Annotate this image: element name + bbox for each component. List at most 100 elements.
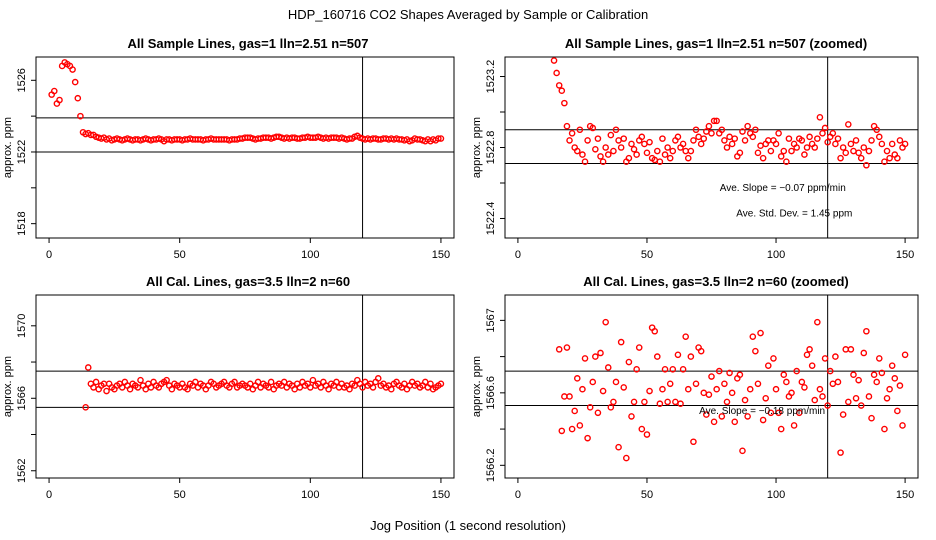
data-point: [651, 327, 659, 335]
x-tick-label: 50: [174, 249, 186, 261]
data-point: [757, 329, 764, 337]
y-tick-label: 1566: [16, 386, 28, 410]
panel-title: All Cal. Lines, gas=3.5 lln=2 n=60 (zoom…: [583, 274, 849, 289]
data-point: [801, 151, 808, 158]
data-point: [741, 396, 749, 404]
data-point: [677, 400, 684, 408]
data-point: [56, 96, 63, 104]
data-point: [728, 140, 736, 148]
y-axis-label: approx. ppm: [2, 356, 14, 417]
data-point: [561, 393, 568, 400]
y-tick-label: 1518: [16, 211, 28, 235]
data-point: [863, 161, 870, 169]
data-point: [602, 144, 609, 151]
data-point: [163, 376, 170, 384]
data-point: [894, 154, 901, 162]
data-point: [721, 137, 728, 144]
data-point: [713, 117, 720, 125]
x-tick-label: 50: [641, 249, 653, 261]
data-point: [687, 353, 695, 360]
data-point: [718, 126, 726, 134]
data-point: [594, 135, 602, 142]
annotation: Ave. Std. Dev. = 1.45 ppm: [736, 208, 852, 219]
data-point: [860, 349, 868, 357]
data-point: [816, 114, 824, 121]
data-point: [834, 378, 842, 386]
data-point: [731, 135, 739, 142]
data-point: [589, 378, 597, 386]
data-point: [757, 142, 764, 150]
data-point: [901, 140, 909, 148]
plot-frame: [35, 294, 455, 479]
data-point: [811, 144, 819, 151]
data-point: [728, 389, 736, 397]
data-point: [788, 389, 795, 397]
data-point: [684, 154, 692, 162]
data-point: [597, 349, 604, 357]
data-point: [847, 140, 855, 148]
data-point: [594, 409, 602, 417]
data-point: [736, 149, 744, 157]
data-point: [369, 384, 377, 391]
data-point: [584, 434, 591, 442]
data-point: [819, 130, 826, 137]
x-tick-label: 50: [641, 489, 653, 501]
data-point: [752, 347, 759, 355]
plot-frame: [504, 56, 919, 239]
data-point: [646, 138, 653, 146]
x-tick-label: 150: [432, 249, 450, 261]
x-tick-label: 150: [432, 489, 450, 501]
data-point: [793, 367, 800, 375]
data-point: [888, 140, 896, 148]
data-point: [814, 135, 821, 142]
data-point: [697, 347, 705, 355]
data-point: [896, 382, 904, 389]
data-point: [168, 385, 176, 393]
data-point: [625, 154, 633, 162]
data-point: [798, 137, 806, 144]
data-point: [865, 393, 873, 400]
data-point: [558, 427, 566, 435]
data-point: [744, 413, 751, 420]
data-point: [842, 346, 850, 353]
data-point: [759, 154, 767, 162]
y-tick-label: 1523.2: [485, 60, 497, 94]
data-point: [767, 409, 775, 417]
x-tick-label: 150: [896, 249, 914, 261]
data-point: [633, 365, 640, 373]
data-point: [692, 126, 700, 134]
x-tick-label: 100: [301, 489, 319, 501]
annotation: Ave. Slope = −0.07 ppm/min: [720, 183, 846, 194]
data-point: [566, 393, 573, 400]
data-point: [873, 378, 881, 386]
data-point: [881, 158, 888, 165]
data-point: [661, 365, 669, 373]
data-point: [875, 355, 883, 362]
data-point: [550, 57, 558, 64]
data-point: [620, 135, 628, 142]
data-point: [69, 66, 76, 73]
data-point: [579, 151, 586, 158]
data-point: [589, 124, 597, 132]
data-point: [777, 153, 785, 160]
data-point: [839, 411, 847, 418]
y-tick-label: 1566.6: [485, 376, 497, 410]
data-point: [692, 380, 700, 388]
data-point: [581, 355, 589, 362]
data-point: [615, 137, 622, 144]
data-point: [754, 149, 762, 157]
data-point: [71, 78, 79, 86]
data-point: [762, 394, 770, 402]
data-point: [592, 145, 599, 153]
data-point: [697, 140, 705, 148]
panel-cal-lines-zoomed: All Cal. Lines, gas=3.5 lln=2 n=60 (zoom…: [471, 274, 919, 501]
data-point: [615, 443, 622, 451]
data-point: [798, 378, 806, 386]
data-point: [695, 133, 702, 141]
data-point: [558, 87, 566, 95]
data-point: [785, 135, 793, 142]
data-point: [837, 154, 844, 162]
data-point: [783, 378, 790, 386]
data-point: [581, 158, 589, 165]
data-point: [721, 380, 728, 388]
